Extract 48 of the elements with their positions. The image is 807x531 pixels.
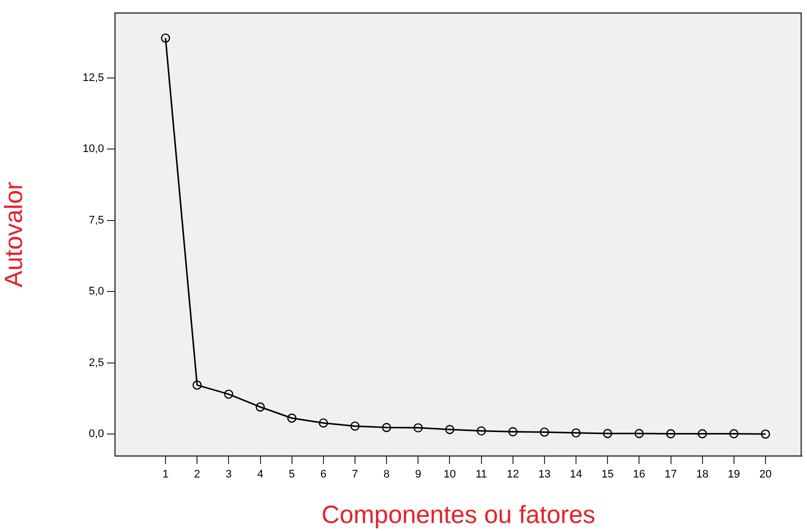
y-tick-label: 7,5: [88, 214, 104, 226]
x-tick-label: 9: [415, 468, 422, 481]
point: [698, 429, 707, 438]
x-tick-label: 13: [538, 468, 551, 481]
x-tick-label: 18: [696, 468, 708, 481]
point: [729, 429, 739, 438]
point: [224, 390, 234, 399]
x-tick-label: 2: [194, 468, 200, 481]
x-tick-label: 10: [444, 468, 456, 481]
y-tick-label: 2,5: [88, 356, 104, 369]
x-tick-label: 19: [728, 468, 740, 481]
point: [160, 33, 170, 43]
x-tick-label: 15: [601, 468, 614, 481]
point: [287, 414, 296, 423]
y-axis-title: Autovalor: [0, 182, 28, 288]
x-tick-label: 3: [226, 468, 232, 481]
point: [634, 428, 644, 438]
point: [571, 428, 581, 438]
point: [382, 422, 392, 432]
point: [760, 429, 770, 439]
x-tick-label: 1: [162, 468, 169, 481]
x-tick-label: 17: [664, 468, 677, 481]
point: [540, 427, 550, 437]
x-tick-label: 4: [257, 468, 264, 481]
x-tick-label: 16: [633, 468, 646, 481]
point: [445, 424, 454, 434]
x-tick-label: 11: [476, 468, 488, 481]
x-tick-label: 6: [320, 468, 326, 481]
y-tick-label: 0,0: [88, 428, 104, 440]
point: [318, 418, 328, 428]
x-tick-label: 8: [384, 468, 390, 481]
point: [603, 428, 612, 438]
point: [256, 402, 265, 412]
x-tick-label: 5: [288, 468, 295, 481]
x-tick-label: 20: [759, 468, 772, 481]
point: [508, 427, 518, 436]
point: [666, 429, 676, 438]
x-tick-label: 12: [506, 468, 519, 481]
point: [414, 423, 423, 432]
y-tick-label: 5,0: [88, 286, 104, 298]
x-axis-title: Componentes ou fatores: [322, 500, 596, 529]
y-tick-label: 10,0: [82, 143, 104, 156]
point: [350, 421, 360, 431]
point: [192, 380, 202, 390]
x-tick-label: 7: [352, 468, 358, 481]
y-tick-label: 12,5: [82, 72, 104, 84]
point: [476, 426, 486, 436]
x-tick-label: 14: [570, 468, 582, 481]
